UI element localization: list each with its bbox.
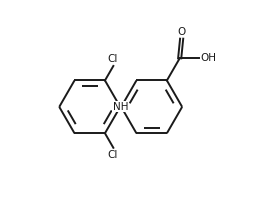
Text: O: O	[177, 27, 186, 37]
Text: Cl: Cl	[107, 150, 117, 160]
Text: NH: NH	[113, 102, 129, 112]
Text: OH: OH	[200, 53, 216, 63]
Text: Cl: Cl	[107, 54, 117, 64]
